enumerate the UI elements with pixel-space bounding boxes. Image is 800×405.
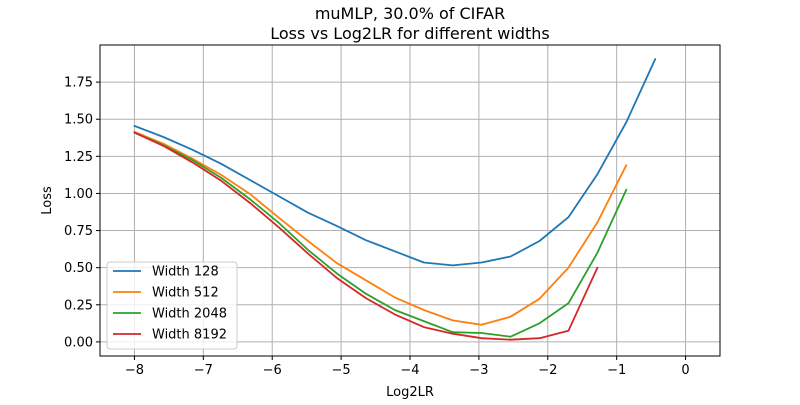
y-tick-label: 1.25 [64,150,93,165]
legend: Width 128 Width 512 Width 2048 Width 8192 [106,261,238,350]
y-tick-label: 0.25 [64,298,93,313]
x-axis-ticks: −8 −7 −6 −5 −4 −3 −2 −1 0 [125,356,690,378]
y-tick-label: 1.75 [64,76,93,91]
y-tick-label: 1.50 [64,113,93,128]
chart-title: muMLP, 30.0% of CIFAR [315,4,505,23]
chart-subtitle: Loss vs Log2LR for different widths [270,24,550,43]
series-line-2 [133,130,628,326]
y-tick-label: 1.00 [64,187,93,202]
legend-label-1: Width 128 [152,265,219,280]
x-tick-label: −4 [400,363,419,378]
y-tick-label: 0.75 [64,224,93,239]
x-tick-label: −5 [332,363,351,378]
y-axis-ticks: 0.00 0.25 0.50 0.75 1.00 1.25 1.50 1.75 [64,76,100,350]
series-line-3 [133,131,628,338]
x-tick-label: −6 [263,363,282,378]
series-line-1 [133,58,657,267]
legend-label-2: Width 512 [152,286,219,301]
x-tick-label: −1 [607,363,626,378]
x-tick-label: −3 [469,363,488,378]
x-tick-label: −8 [125,363,144,378]
y-axis-label: Loss [40,186,55,215]
x-axis-label: Log2LR [386,385,434,400]
legend-label-4: Width 8192 [152,328,227,343]
series-line-4 [133,131,599,341]
y-tick-label: 0.00 [64,335,93,350]
legend-label-3: Width 2048 [152,307,227,322]
series-lines [133,58,657,341]
y-tick-label: 0.50 [64,261,93,276]
x-tick-label: −2 [538,363,557,378]
x-tick-label: 0 [681,363,689,378]
legend-box [106,261,238,350]
x-tick-label: −7 [194,363,213,378]
